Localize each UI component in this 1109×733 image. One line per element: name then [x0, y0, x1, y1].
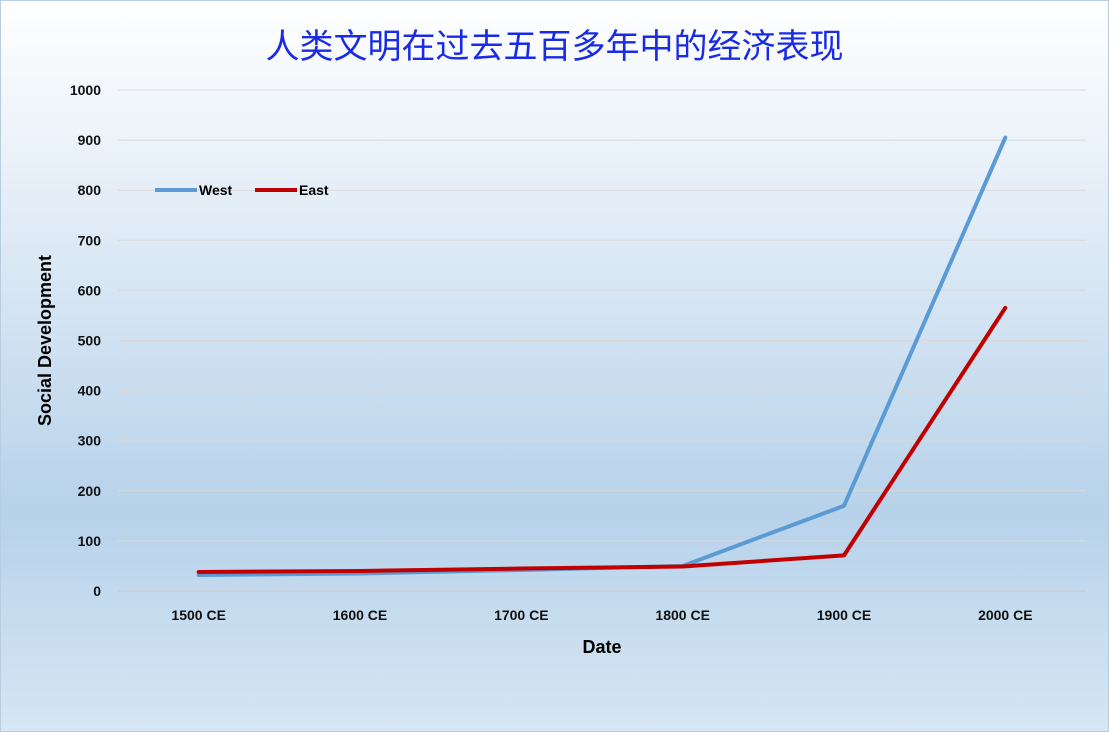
legend-label: West: [199, 182, 233, 198]
legend: West East: [155, 182, 329, 198]
y-tick-label: 200: [78, 483, 102, 499]
x-tick-label: 2000 CE: [978, 607, 1032, 623]
x-tick-label: 1500 CE: [171, 607, 225, 623]
y-tick-label: 800: [78, 182, 102, 198]
y-tick-label: 400: [78, 383, 102, 399]
y-tick-label: 1000: [70, 82, 101, 98]
y-axis-ticks: 0 100 200 300 400 500 600 700 800 900 1000: [70, 82, 101, 599]
y-axis-title: Social Development: [35, 255, 55, 426]
x-axis-title: Date: [582, 637, 621, 657]
x-tick-label: 1600 CE: [333, 607, 387, 623]
x-tick-label: 1800 CE: [655, 607, 709, 623]
x-tick-label: 1700 CE: [494, 607, 548, 623]
series-line-west: [196, 135, 1008, 577]
y-tick-label: 100: [78, 533, 102, 549]
series-line-east: [196, 305, 1008, 574]
legend-label: East: [299, 182, 329, 198]
x-tick-label: 1900 CE: [817, 607, 871, 623]
x-axis-ticks: 1500 CE 1600 CE 1700 CE 1800 CE 1900 CE 2000 …: [171, 607, 1032, 623]
y-tick-label: 500: [78, 333, 102, 349]
y-tick-label: 0: [93, 583, 101, 599]
y-tick-label: 600: [78, 282, 102, 298]
y-tick-label: 700: [78, 232, 102, 248]
chart-title: 人类文明在过去五百多年中的经济表现: [265, 27, 844, 67]
series-lines: [196, 135, 1008, 577]
gridlines: [118, 89, 1086, 592]
y-tick-label: 900: [78, 132, 102, 148]
y-tick-label: 300: [78, 433, 102, 449]
